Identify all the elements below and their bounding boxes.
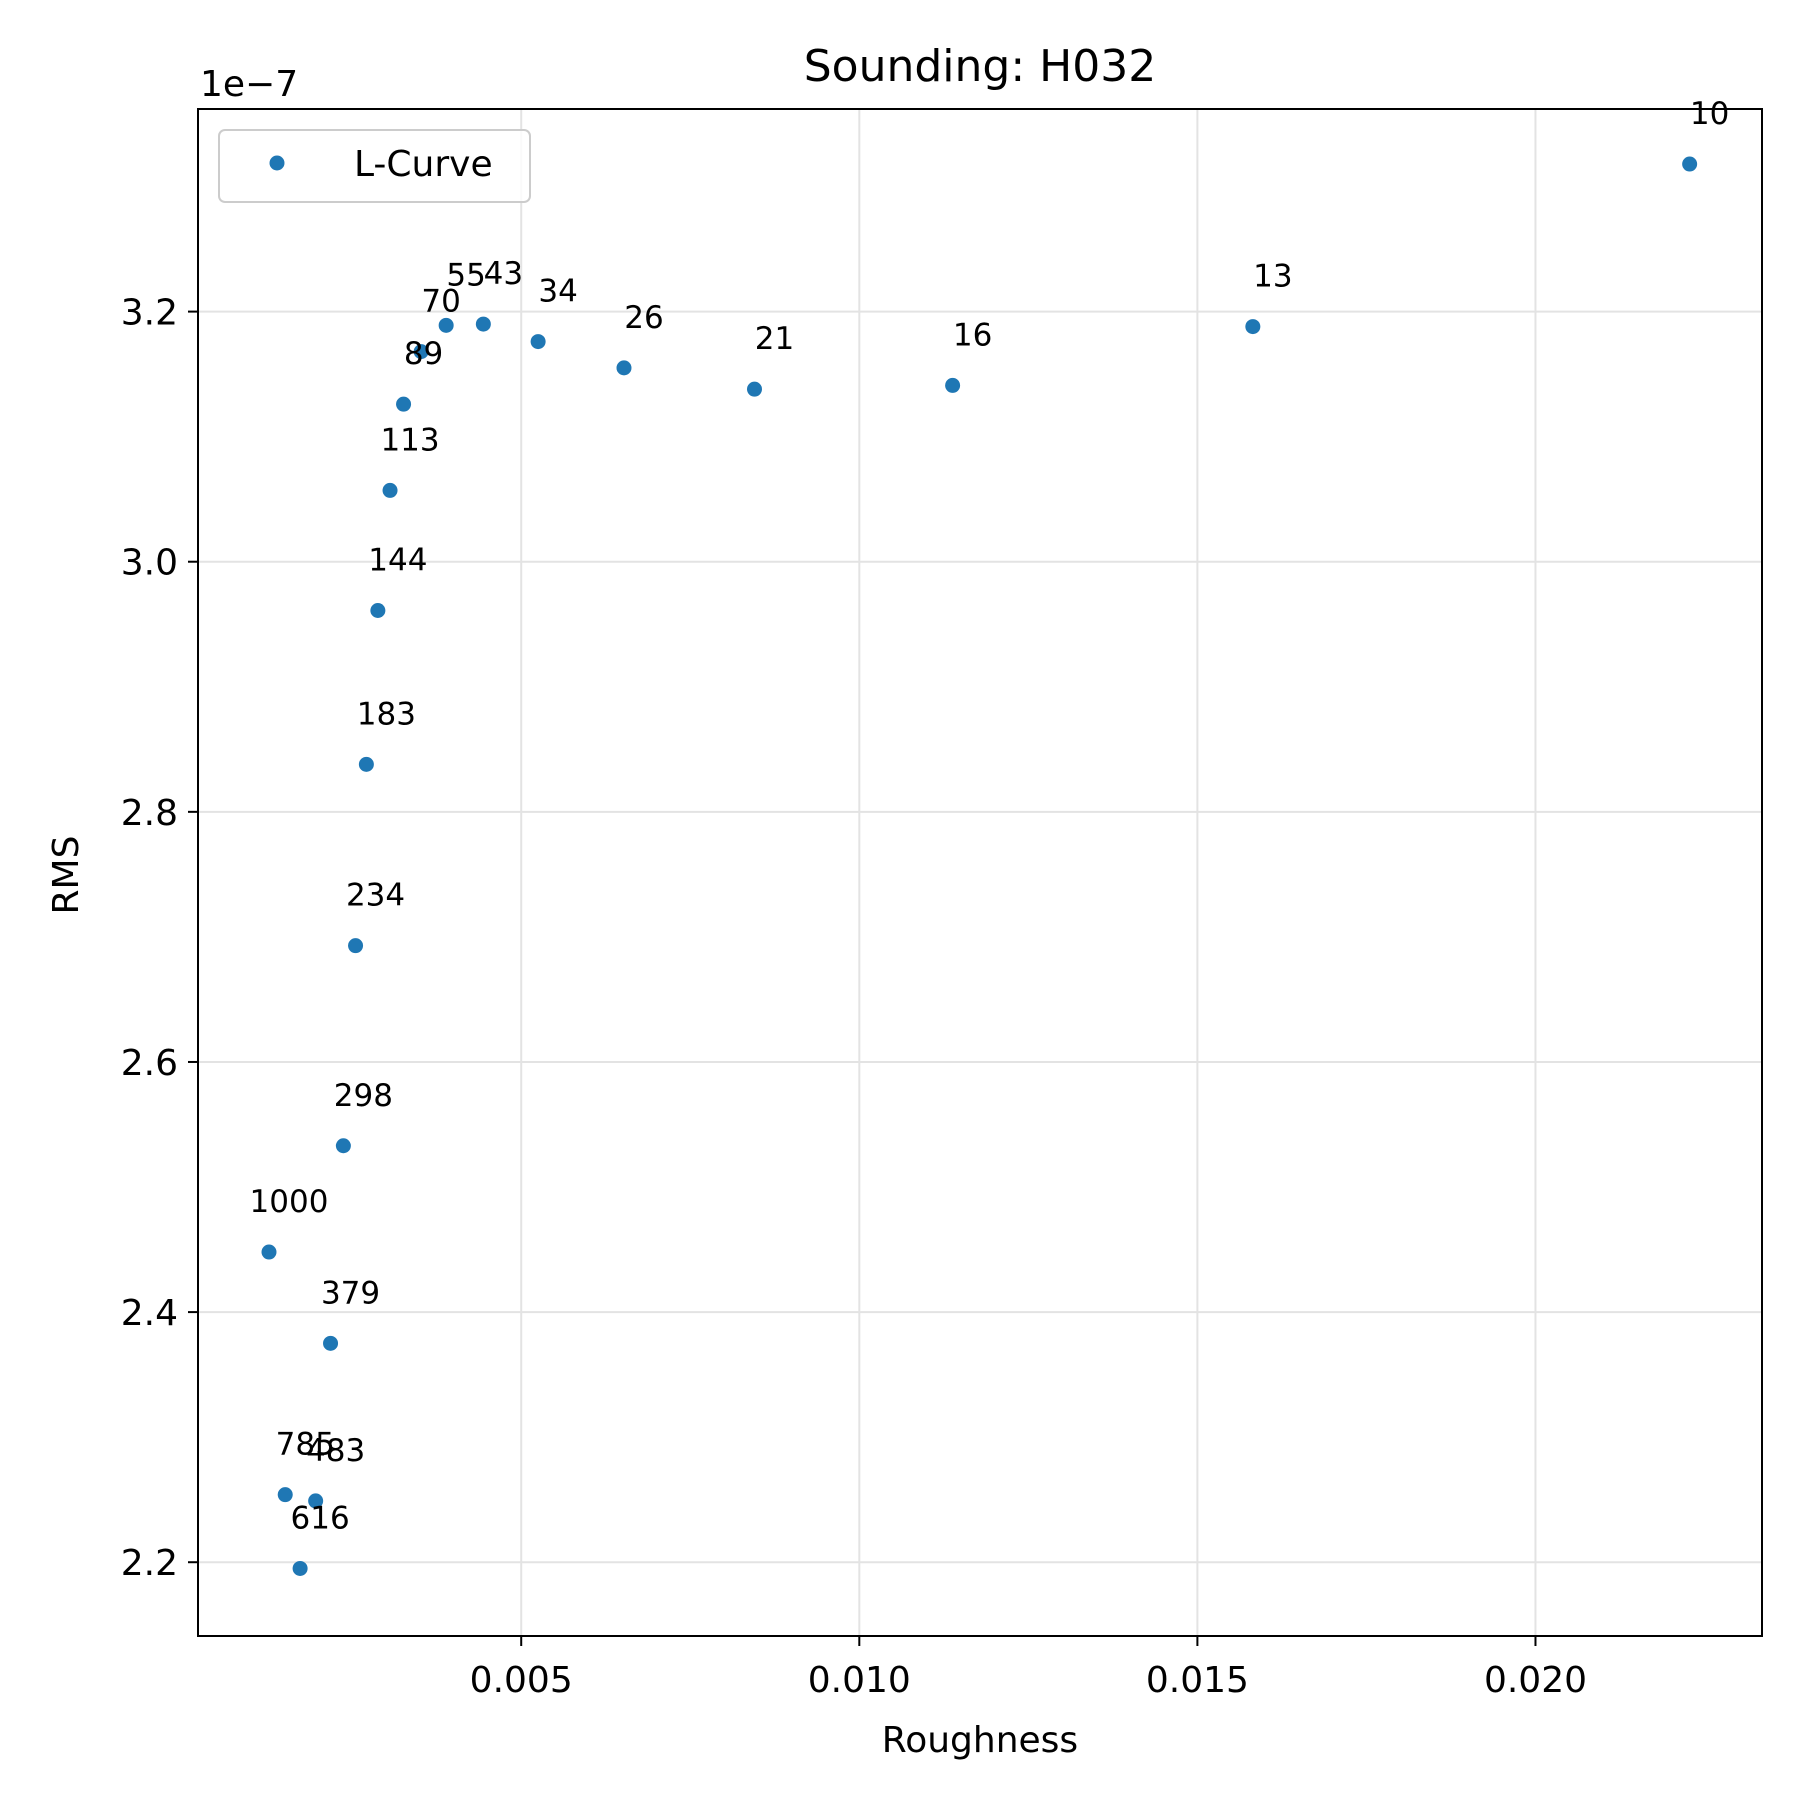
x-tick-label: 0.005: [470, 1660, 573, 1701]
y-offset-text: 1e−7: [200, 64, 298, 105]
point-label: 1000: [250, 1184, 329, 1220]
legend-label: L-Curve: [354, 144, 493, 185]
y-tick-label: 3.2: [121, 293, 178, 334]
y-tick-label: 2.6: [121, 1043, 178, 1084]
data-point: [335, 1138, 351, 1154]
data-point: [438, 317, 454, 333]
plot-area: [197, 108, 1763, 1637]
data-point: [323, 1335, 339, 1351]
point-label: 144: [368, 542, 427, 578]
grid-lines: [198, 109, 1762, 1636]
point-label: 21: [755, 321, 794, 357]
y-axis-label: RMS: [46, 836, 87, 915]
data-point: [1245, 319, 1261, 335]
y-tick-label: 2.4: [121, 1293, 178, 1334]
legend-frame: [218, 129, 531, 203]
data-point: [1682, 156, 1698, 172]
chart-title: Sounding: H032: [804, 41, 1156, 92]
data-point: [370, 602, 386, 618]
data-point: [475, 316, 491, 332]
y-tick-label: 2.8: [121, 793, 178, 834]
point-label: 13: [1253, 259, 1292, 295]
point-label: 298: [334, 1078, 393, 1114]
legend-marker: [269, 155, 285, 171]
data-point: [396, 396, 412, 412]
point-label: 113: [380, 422, 439, 458]
data-point: [358, 756, 374, 772]
point-label: 26: [624, 300, 663, 336]
data-point: [413, 344, 429, 360]
data-point: [530, 334, 546, 350]
data-point: [348, 938, 364, 954]
axis-ticks: 0.005 0.010 0.015 0.020 2.2 2.4 2.6 2.8 3.0 3.2: [121, 293, 1587, 1701]
point-label: 10: [1690, 96, 1729, 132]
x-axis-label: Roughness: [882, 1720, 1078, 1761]
data-point: [382, 482, 398, 498]
point-label: 616: [291, 1500, 350, 1536]
point-label: 70: [421, 284, 460, 320]
point-label: 234: [346, 878, 405, 914]
y-tick-label: 2.2: [121, 1543, 178, 1584]
point-label: 43: [484, 256, 523, 292]
point-label: 34: [538, 274, 577, 310]
y-tick-label: 3.0: [121, 543, 178, 584]
point-label: 483: [306, 1433, 365, 1469]
data-point: [746, 381, 762, 397]
point-label: 785: [276, 1427, 335, 1463]
data-point: [277, 1487, 293, 1503]
legend: L-Curve: [218, 129, 531, 203]
data-point: [261, 1244, 277, 1260]
point-label: 16: [953, 317, 992, 353]
x-tick-label: 0.020: [1484, 1660, 1587, 1701]
data-points: [261, 156, 1698, 1576]
point-label: 379: [321, 1275, 380, 1311]
data-point: [292, 1560, 308, 1576]
point-label: 183: [357, 696, 416, 732]
data-point: [945, 377, 961, 393]
point-label: 89: [404, 336, 443, 372]
data-point: [308, 1493, 324, 1509]
x-tick-label: 0.010: [808, 1660, 911, 1701]
point-label: 55: [446, 257, 485, 293]
data-point: [616, 360, 632, 376]
x-tick-label: 0.015: [1146, 1660, 1249, 1701]
